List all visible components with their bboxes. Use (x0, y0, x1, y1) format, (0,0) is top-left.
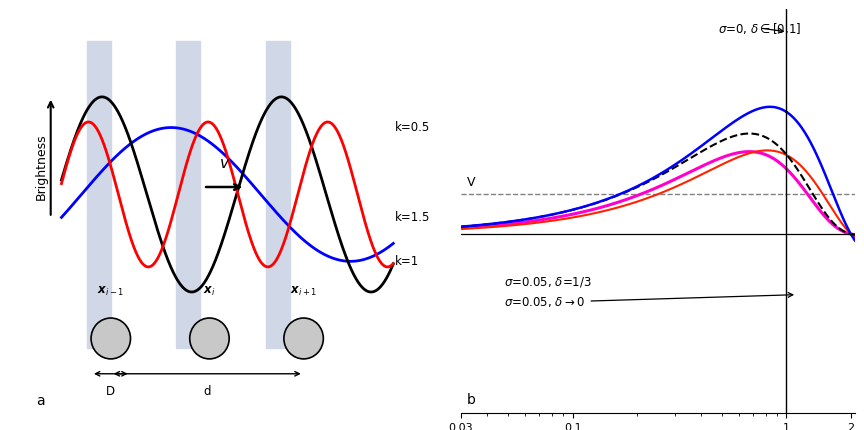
Text: $\sigma$=0.05, $\delta$=1/3: $\sigma$=0.05, $\delta$=1/3 (505, 275, 593, 289)
Text: $\mathbf{\mathit{v}}$: $\mathbf{\mathit{v}}$ (219, 156, 231, 171)
Text: Brightness: Brightness (35, 133, 48, 200)
Text: $\sigma$=0.05, $\delta$$\rightarrow$0: $\sigma$=0.05, $\delta$$\rightarrow$0 (505, 292, 793, 310)
Text: k=1.5: k=1.5 (395, 211, 430, 224)
Text: a: a (36, 394, 45, 408)
Text: d: d (203, 385, 211, 398)
Bar (266, 41, 290, 348)
Text: V: V (467, 176, 475, 189)
Text: k=1: k=1 (395, 255, 419, 268)
Text: b: b (467, 393, 475, 407)
Bar (176, 41, 200, 348)
Text: $\boldsymbol{x}_{i-1}$: $\boldsymbol{x}_{i-1}$ (98, 285, 124, 298)
Text: $\boldsymbol{x}_{i+1}$: $\boldsymbol{x}_{i+1}$ (290, 285, 317, 298)
Text: D: D (106, 385, 116, 398)
Text: $\boldsymbol{x}_i$: $\boldsymbol{x}_i$ (203, 285, 216, 298)
Bar (86, 41, 111, 348)
Circle shape (284, 318, 323, 359)
Circle shape (91, 318, 130, 359)
Text: k=0.5: k=0.5 (395, 121, 430, 134)
Circle shape (190, 318, 229, 359)
Text: $\sigma$=0, $\delta$$\in$[0,1]: $\sigma$=0, $\delta$$\in$[0,1] (718, 21, 802, 36)
